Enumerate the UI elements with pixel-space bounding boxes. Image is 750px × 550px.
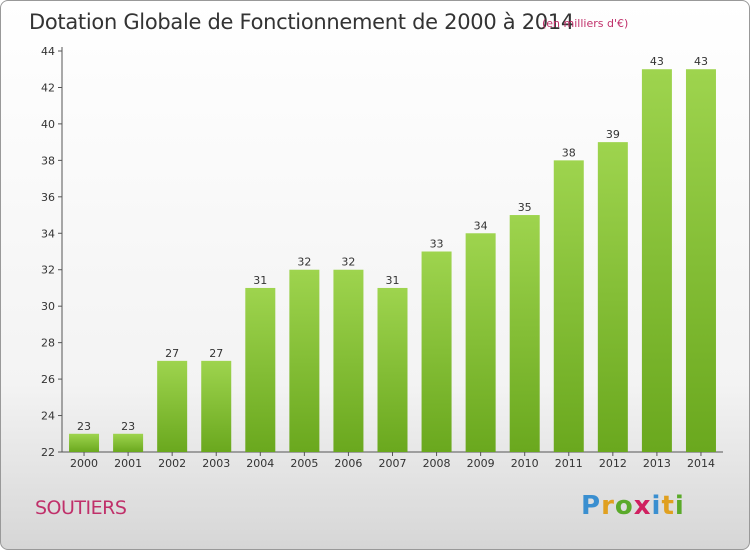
y-tick-label: 30	[41, 300, 55, 313]
bar	[377, 287, 408, 452]
x-tick-label: 2005	[290, 457, 318, 470]
bar-value-label: 23	[121, 420, 135, 433]
bar	[113, 433, 144, 452]
x-tick-label: 2011	[555, 457, 583, 470]
y-tick-label: 44	[41, 45, 55, 58]
bar-value-label: 34	[474, 219, 488, 232]
y-tick-label: 24	[41, 410, 55, 423]
bar-value-label: 31	[386, 274, 400, 287]
commune-name: SOUTIERS	[35, 497, 127, 519]
bar	[509, 215, 540, 452]
y-tick-label: 22	[41, 446, 55, 459]
bar	[69, 433, 100, 452]
y-tick-label: 34	[41, 227, 55, 240]
bar	[685, 69, 716, 453]
x-tick-label: 2006	[334, 457, 362, 470]
x-tick-label: 2003	[202, 457, 230, 470]
x-tick-label: 2008	[423, 457, 451, 470]
x-tick-label: 2014	[687, 457, 715, 470]
bar	[597, 142, 628, 453]
bar	[245, 287, 276, 452]
bar-value-label: 33	[430, 238, 444, 251]
bar	[157, 360, 188, 452]
y-tick-label: 42	[41, 81, 55, 94]
x-tick-label: 2004	[246, 457, 274, 470]
y-tick-label: 40	[41, 118, 55, 131]
y-tick-label: 28	[41, 337, 55, 350]
bar	[553, 160, 584, 452]
bar-value-label: 23	[77, 420, 91, 433]
x-tick-label: 2001	[114, 457, 142, 470]
chart-subtitle: (en milliers d'€)	[542, 17, 629, 30]
x-tick-label: 2010	[511, 457, 539, 470]
y-tick-label: 26	[41, 373, 55, 386]
bar-value-label: 31	[253, 274, 267, 287]
proxiti-logo[interactable]: Proxiti	[581, 491, 685, 521]
bar-value-label: 43	[650, 55, 664, 68]
bar-value-label: 39	[606, 128, 620, 141]
bar-value-label: 27	[165, 347, 179, 360]
bar	[641, 69, 672, 453]
x-tick-label: 2009	[467, 457, 495, 470]
bar-value-label: 43	[694, 55, 708, 68]
bar	[421, 251, 452, 452]
bar	[289, 269, 320, 452]
y-tick-label: 38	[41, 154, 55, 167]
x-tick-label: 2007	[379, 457, 407, 470]
bar	[333, 269, 364, 452]
bar	[465, 233, 496, 452]
x-tick-label: 2013	[643, 457, 671, 470]
bar-value-label: 27	[209, 347, 223, 360]
y-tick-label: 36	[41, 191, 55, 204]
bar-value-label: 32	[341, 256, 355, 269]
x-tick-label: 2012	[599, 457, 627, 470]
bar-value-label: 35	[518, 201, 532, 214]
y-tick-label: 32	[41, 264, 55, 277]
x-tick-label: 2002	[158, 457, 186, 470]
bar-value-label: 38	[562, 146, 576, 159]
chart-title: Dotation Globale de Fonctionnement de 20…	[29, 10, 574, 34]
x-tick-label: 2000	[70, 457, 98, 470]
bar-value-label: 32	[297, 256, 311, 269]
bar	[201, 360, 232, 452]
